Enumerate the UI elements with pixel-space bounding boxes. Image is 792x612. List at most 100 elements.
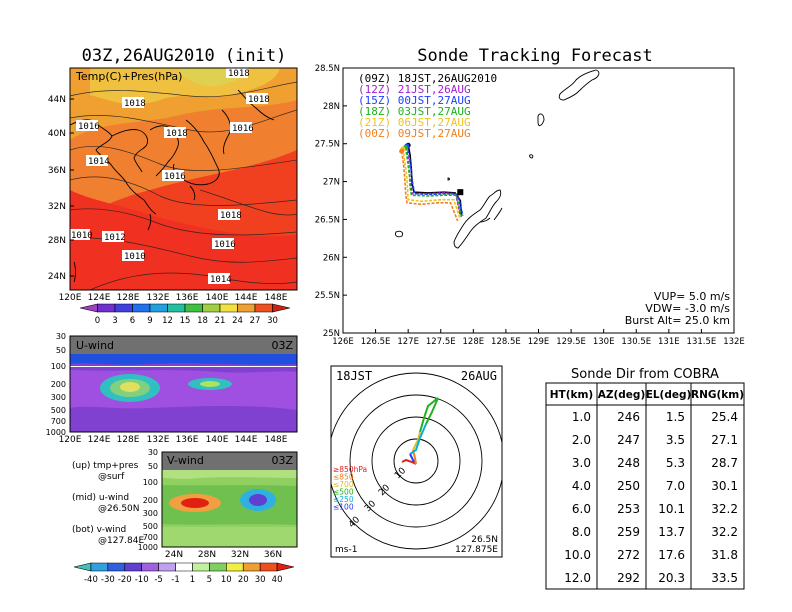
table-cell: 272 (617, 548, 640, 562)
colorbar-tick: 12 (162, 316, 173, 326)
colorbar-tick: 20 (238, 575, 249, 585)
y-tick-label: 28.5N (315, 64, 340, 74)
isobar-label: 1014 (88, 157, 110, 167)
overlay-label: Temp(C)+Pres(hPa) (75, 70, 182, 83)
isobar-label: 1014 (210, 275, 232, 285)
track-line (406, 145, 464, 216)
uwind-x-tick: 132E (147, 435, 170, 445)
uwind-x-tick: 144E (235, 435, 258, 445)
colorbar-tick: 21 (215, 316, 226, 326)
sonde-direction-table: Sonde Dir from COBRA HT(km) AZ(deg) EL(deg… (545, 367, 745, 590)
track-line (402, 148, 462, 220)
isobar-labels: 1018 1018 1018 1016 1018 1016 1014 1016 … (70, 68, 270, 285)
level-legend-item: ≤700 (333, 480, 354, 489)
lat-tick-label: 44N (48, 95, 66, 105)
table-cell: 247 (617, 433, 640, 447)
colorbar-swatch (272, 303, 291, 313)
vwind-y-tick: 1000 (138, 543, 158, 552)
table-cell: 248 (617, 456, 640, 470)
colorbar-swatch (192, 562, 210, 572)
table-cell: 292 (617, 571, 640, 585)
colorbar-tick: 30 (267, 316, 278, 326)
colorbar-swatch (237, 303, 256, 313)
y-tick-label: 27.5N (315, 140, 340, 150)
table-frame (545, 382, 745, 590)
y-tick-label: 25N (323, 329, 340, 339)
map-lon-axis: 120E 124E 128E 132E 136E 140E 144E 148E (59, 293, 288, 303)
note-bot-sub: @127.84E (98, 536, 144, 546)
table-cell: 4.0 (572, 479, 591, 493)
uwind-y-tick: 1000 (46, 428, 66, 437)
lon-tick-label: 124E (88, 293, 111, 303)
table-cell: 31.8 (711, 548, 738, 562)
isobar-label: 1016 (164, 172, 186, 182)
table-cell: 20.3 (658, 571, 685, 585)
track-start-marker (399, 148, 405, 154)
colorbar-tick: 5 (207, 575, 212, 585)
note-up: (up) tmp+pres (72, 461, 139, 471)
level-legend-item: ≤100 (333, 503, 354, 512)
colorbar-tick: -5 (154, 575, 162, 585)
colorbar-tick: -30 (101, 575, 115, 585)
table-cell: 250 (617, 479, 640, 493)
y-tick-label: 25.5N (315, 291, 340, 301)
x-tick-label: 127E (397, 337, 419, 347)
track-line (405, 147, 462, 216)
vwind-y-tick: 200 (143, 496, 158, 505)
colorbar-tick: -10 (135, 575, 149, 585)
isobar-label: 1010 (71, 231, 93, 241)
vwind-x-axis: 24N 28N 32N 36N (165, 550, 282, 560)
colorbar-tick: 40 (272, 575, 283, 585)
vwind-y-tick: 50 (148, 462, 158, 471)
colorbar-tick: 6 (130, 316, 135, 326)
isobar-label: 1010 (124, 252, 146, 262)
colorbar-swatch (167, 303, 186, 313)
x-tick-label: 128.5E (491, 337, 521, 347)
table-cell: 8.0 (572, 525, 591, 539)
uwind-x-tick: 128E (117, 435, 140, 445)
y-tick-label: 26N (323, 253, 340, 263)
x-tick-label: 126E (332, 337, 354, 347)
temperature-colorbar: 0 3 6 9 12 15 18 21 24 27 30 (79, 303, 291, 326)
uwind-y-axis: 30 50 100 200 300 500 700 1000 (46, 332, 66, 437)
uwind-x-tick: 120E (59, 435, 82, 445)
table-cell: 7.0 (666, 479, 685, 493)
polar-lat: 26.5N (471, 535, 498, 545)
x-tick-label: 131.5E (687, 337, 717, 347)
x-tick-label: 131E (658, 337, 680, 347)
map-title: 03Z,26AUG2010 (init) (82, 46, 287, 66)
x-tick-label: 129.5E (556, 337, 586, 347)
tracking-x-axis: 126E 126.5E 127E 127.5E 128E 128.5E 129E 129.5E… (332, 329, 745, 347)
colorbar-swatch (124, 562, 142, 572)
colorbar-tick: -40 (84, 575, 98, 585)
track-line (404, 147, 463, 219)
tracking-legend-item: (21Z) 06JST,27AUG (358, 116, 471, 129)
colorbar-tick: 1 (190, 575, 195, 585)
uwind-time: 03Z (271, 339, 293, 352)
lon-tick-label: 128E (117, 293, 140, 303)
hodograph-trace (401, 397, 439, 465)
map-lat-axis: 44N 40N 36N 32N 28N 24N (48, 95, 74, 282)
note-mid: (mid) u-wind (72, 493, 129, 503)
colorbar-swatch (90, 562, 109, 572)
y-tick-label: 26.5N (315, 215, 340, 225)
colorbar-swatch (226, 562, 244, 572)
lat-tick-label: 32N (48, 202, 66, 212)
y-tick-label: 27N (323, 178, 340, 188)
table-cell: 1.0 (572, 410, 591, 424)
colorbar-tick: 3 (112, 316, 117, 326)
tracking-legend-item: (12Z) 21JST,26AUG (358, 83, 471, 96)
lon-tick-label: 120E (59, 293, 82, 303)
lat-tick-label: 40N (48, 129, 66, 139)
x-tick-label: 126.5E (361, 337, 391, 347)
table-cell: 259 (617, 525, 640, 539)
table-cell: 3.5 (666, 433, 685, 447)
uwind-x-tick: 140E (206, 435, 229, 445)
tracking-legend-item: (15Z) 00JST,27AUG (358, 94, 471, 107)
table-cell: 246 (617, 410, 640, 424)
uwind-y-tick: 200 (51, 380, 66, 389)
colorbar-swatch (184, 303, 203, 313)
vwind-y-tick: 100 (143, 478, 158, 487)
